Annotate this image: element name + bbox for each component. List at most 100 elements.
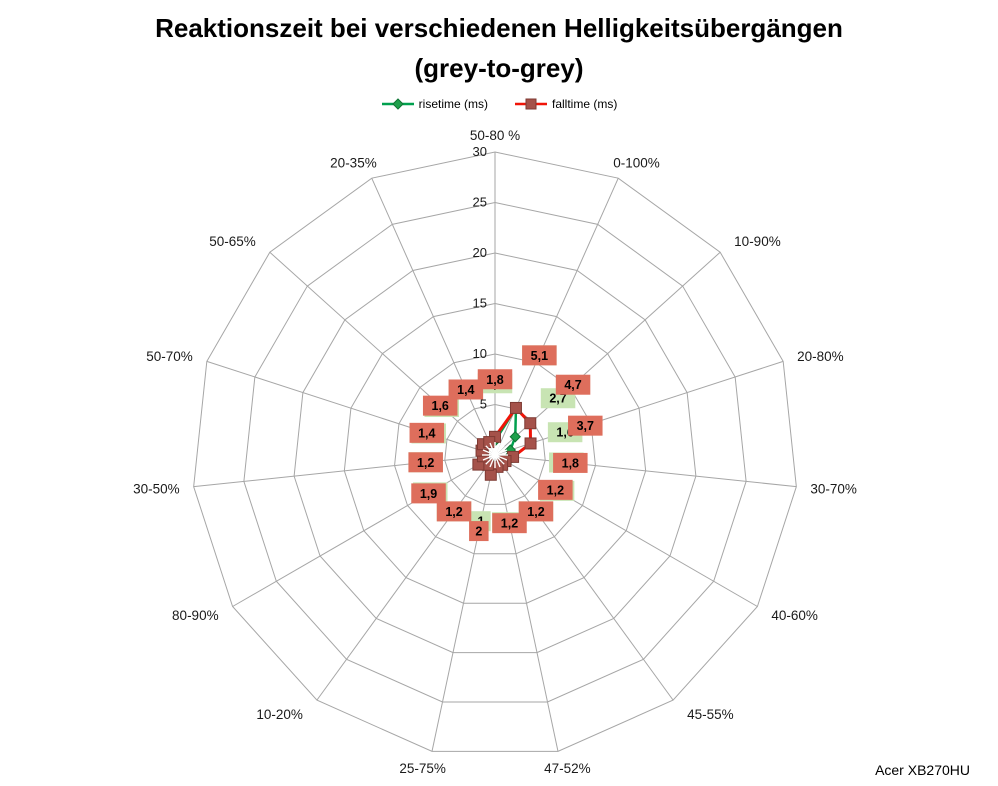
category-label: 0-100% [613,156,660,171]
center-starburst-ray [485,445,496,456]
falltime-marker [483,436,496,449]
falltime-marker [509,401,522,414]
axis-tick-label: 30 [473,144,487,159]
falltime-data-label: 4,7 [564,378,581,392]
falltime-marker [484,468,497,481]
axis-tick-label: 25 [473,195,487,210]
category-label: 10-20% [256,707,303,722]
falltime-data-label-box [408,452,443,473]
legend: risetime (ms) falltime (ms) [0,97,998,111]
falltime-data-label: 1,8 [562,456,579,470]
falltime-data-label: 1,6 [432,399,449,413]
category-label: 50-80 % [470,128,520,143]
falltime-data-label-box [553,452,588,473]
category-label: 40-60% [771,608,818,623]
grid-spoke [371,177,496,456]
falltime-marker [524,437,537,450]
falltime-data-label: 2 [475,525,482,539]
axis-tick-label: 5 [480,397,487,412]
center-starburst-ray [485,454,496,465]
grid-spoke [316,454,496,701]
falltime-data-label-box [522,345,557,366]
falltime-data-label: 3,7 [577,419,594,433]
legend-label-falltime: falltime (ms) [551,97,618,111]
falltime-legend-marker-icon [514,98,547,110]
category-label: 20-80% [797,349,844,364]
center-starburst-ray [494,454,505,465]
grid-ring [444,403,546,505]
chart-title-line2: (grey-to-grey) [414,53,584,83]
legend-label-risetime: risetime (ms) [418,97,488,111]
grid-spoke [431,454,496,752]
grid-spoke [494,454,758,607]
falltime-data-label: 1,2 [445,505,462,519]
falltime-data-label-box [436,501,472,522]
falltime-data-label-box [492,513,527,534]
category-label: 30-50% [133,481,180,496]
grid-spoke [269,251,496,456]
grid-ring [243,201,747,703]
center-starburst-ray [494,454,501,468]
center-starburst-ray [482,449,496,456]
falltime-data-label-box [411,483,446,504]
falltime-data-label-box [568,415,603,436]
grid-ring [193,151,797,752]
falltime-data-label-box [518,501,554,522]
chart-title: Reaktionszeit bei verschiedenen Helligke… [0,8,998,88]
grid-spoke [494,454,674,701]
falltime-data-label-box [448,379,484,400]
falltime-data-label: 1,4 [457,383,474,397]
falltime-data-label-box [538,479,573,500]
grid-spoke [494,454,559,752]
category-label: 25-75% [399,761,446,776]
grid-spoke [494,454,797,488]
falltime-data-label-box [409,422,445,443]
falltime-data-label: 1,2 [547,483,564,497]
chart-title-line1: Reaktionszeit bei verschiedenen Helligke… [155,13,843,43]
falltime-data-label-box [422,395,458,416]
falltime-data-label: 5,1 [531,349,548,363]
falltime-data-label-box [469,521,489,542]
center-starburst-ray [494,454,508,461]
category-label: 45-55% [687,707,734,722]
grid-spoke [232,454,496,607]
category-label: 10-90% [734,234,781,249]
category-label: 50-70% [146,349,193,364]
falltime-data-label: 1,9 [420,487,437,501]
falltime-marker [524,417,537,430]
falltime-data-label: 1,4 [418,426,435,440]
grid-ring [343,302,647,604]
falltime-data-label-box [477,369,513,390]
risetime-marker [509,431,521,443]
falltime-data-label: 1,2 [501,517,518,531]
center-starburst-ray [489,454,496,468]
grid-ring [394,353,596,555]
center-starburst-ray [494,445,505,456]
grid-spoke [206,360,496,456]
center-starburst-ray [494,442,501,456]
category-label: 47-52% [544,761,591,776]
falltime-data-label-box [555,374,591,395]
axis-tick-label: 15 [473,296,487,311]
category-label: 80-90% [172,608,219,623]
risetime-legend-marker-icon [381,98,414,110]
legend-item-risetime: risetime (ms) [381,97,488,111]
device-model-label: Acer XB270HU [875,762,970,778]
center-starburst-ray [494,449,508,456]
grid-spoke [193,454,496,488]
center-starburst-ray [489,442,496,456]
category-label: 30-70% [810,481,857,496]
falltime-data-label: 1,2 [417,456,434,470]
falltime-data-label: 1,8 [486,373,503,387]
falltime-data-label: 1,2 [527,505,544,519]
axis-tick-label: 10 [473,346,487,361]
grid-spoke [494,360,784,456]
risetime-data-label: 2,7 [549,392,566,406]
grid-ring [293,252,697,654]
center-starburst-ray [482,454,496,461]
axis-tick-label: 20 [473,245,487,260]
category-label: 50-65% [209,234,256,249]
legend-item-falltime: falltime (ms) [514,97,617,111]
